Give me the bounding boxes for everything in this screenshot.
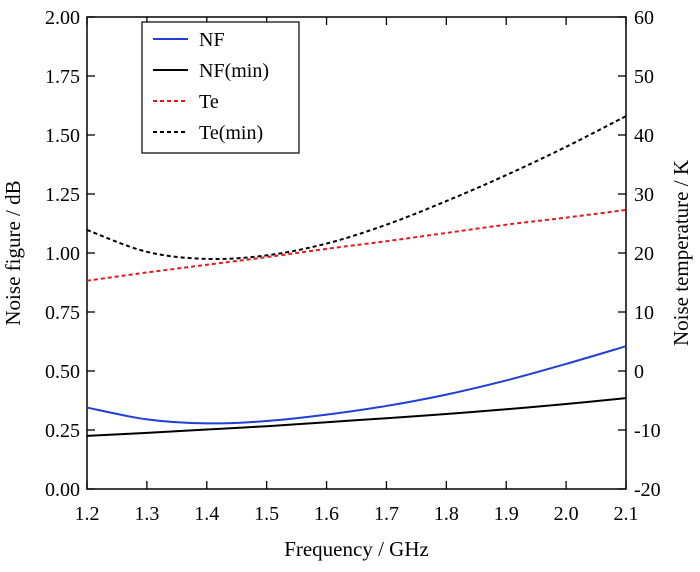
- legend-label: Te: [199, 91, 219, 113]
- y2-tick-label: -20: [634, 479, 661, 501]
- legend: NF NF(min) Te Te(min): [141, 21, 300, 154]
- y-tick-label: 1.75: [45, 66, 80, 88]
- y-tick-label: 0.00: [45, 479, 80, 501]
- y2-tick-label: 50: [634, 66, 654, 88]
- series-lines: [86, 115, 627, 437]
- x-tick-label: 1.7: [374, 503, 399, 525]
- y-tick-label: 2.00: [45, 7, 80, 29]
- y-tick-label: 1.50: [45, 125, 80, 147]
- y2-axis-title: Noise temperature / K: [669, 160, 693, 346]
- y2-tick-label: 60: [634, 7, 654, 29]
- x-axis-title: Frequency / GHz: [284, 537, 429, 561]
- y-tick-label: 1.25: [45, 184, 80, 206]
- legend-label: Te(min): [199, 122, 263, 144]
- x-tick-label: 1.4: [194, 503, 219, 525]
- series-line-nf-min: [86, 397, 627, 437]
- y2-tick-label: -10: [634, 420, 661, 442]
- y2-tick-label: 40: [634, 125, 654, 147]
- series-line-te: [86, 208, 627, 282]
- x-tick-label: 1.2: [75, 503, 100, 525]
- tick-labels: 1.2 1.3 1.4 1.5 1.6 1.7 1.8 1.9 2.0 2.1 0.00 0.25 0.…: [45, 7, 661, 525]
- x-tick-label: 1.8: [434, 503, 459, 525]
- y2-tick-label: 30: [634, 184, 654, 206]
- y-tick-label: 0.25: [45, 420, 80, 442]
- series-line-nf: [86, 345, 627, 425]
- x-tick-label: 1.9: [494, 503, 519, 525]
- y-axis-title: Noise figure / dB: [1, 180, 25, 325]
- x-tick-label: 1.3: [134, 503, 159, 525]
- y2-tick-label: 0: [634, 361, 644, 383]
- y-tick-label: 0.50: [45, 361, 80, 383]
- legend-label: NF(min): [199, 60, 269, 82]
- legend-label: NF: [199, 29, 225, 51]
- x-tick-label: 2.1: [614, 503, 639, 525]
- y-tick-label: 0.75: [45, 302, 80, 324]
- series-line-te-min: [86, 115, 627, 261]
- x-tick-label: 1.6: [314, 503, 339, 525]
- x-tick-label: 2.0: [554, 503, 579, 525]
- x-tick-label: 1.5: [254, 503, 279, 525]
- y2-tick-label: 10: [634, 302, 654, 324]
- y-tick-label: 1.00: [45, 243, 80, 265]
- y2-tick-label: 20: [634, 243, 654, 265]
